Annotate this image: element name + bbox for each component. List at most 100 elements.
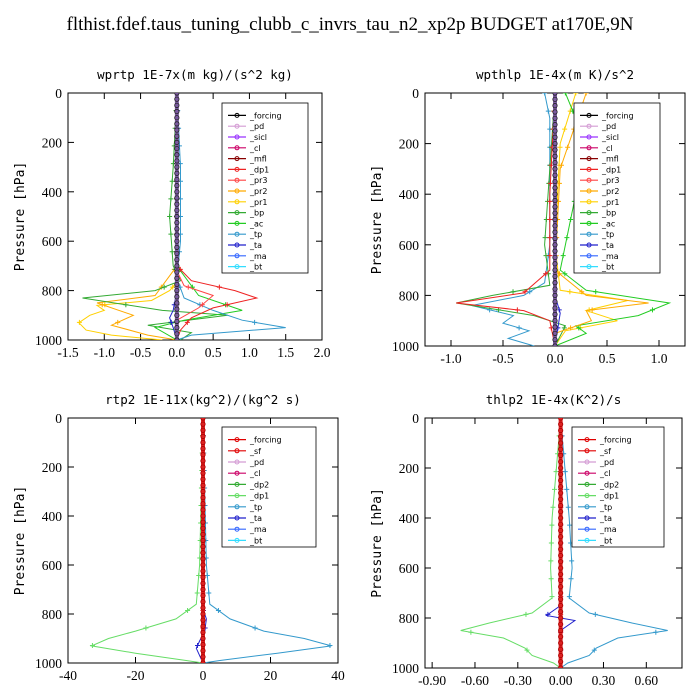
- zero-line-marker: [200, 427, 206, 433]
- zero-line-marker: [200, 654, 206, 660]
- legend-label: _pd: [249, 122, 264, 131]
- figure-title: flthist.fdef.taus_tuning_clubb_c_invrs_t…: [66, 14, 634, 35]
- zero-line-marker: [558, 440, 564, 446]
- zero-line-marker: [558, 627, 564, 634]
- legend-marker: [584, 448, 590, 454]
- y-axis-label: Pressure [hPa]: [13, 486, 28, 596]
- zero-line-marker: [558, 534, 564, 540]
- legend-label: _forcing: [249, 111, 282, 120]
- zero-line-marker: [200, 495, 206, 501]
- zero-line-marker: [558, 434, 564, 440]
- legend-label: _sicl: [249, 133, 267, 142]
- zero-line-marker: [174, 152, 180, 158]
- series-marker: [552, 486, 558, 492]
- legend-marker: [234, 123, 240, 129]
- zero-line-marker: [558, 615, 564, 621]
- series-marker: [184, 319, 190, 325]
- zero-line-marker: [200, 452, 206, 458]
- legend-label: _pd: [249, 458, 264, 467]
- legend-marker: [586, 242, 592, 248]
- series-marker: [545, 108, 551, 114]
- zero-line-marker: [558, 427, 564, 434]
- zero-line-marker: [174, 108, 180, 115]
- plot-frame: [424, 417, 683, 669]
- legend-marker: [584, 537, 590, 543]
- zero-line-marker: [552, 153, 558, 159]
- x-tick-label: 0.0: [547, 351, 564, 366]
- series-marker: [468, 629, 474, 635]
- legend-marker: [234, 231, 240, 237]
- x-tick-label: 2.0: [314, 345, 331, 360]
- legend-label: _pr2: [249, 187, 267, 196]
- series-marker: [573, 93, 579, 96]
- chart-panel-4: thlp2 1E-4x(K^2)/s Pressure [hPa] 0 200 400 6…: [370, 392, 683, 688]
- legend-marker: [586, 231, 592, 237]
- series-marker: [168, 196, 174, 202]
- zero-line-marker: [558, 484, 564, 490]
- series-marker: [194, 590, 200, 596]
- legend-label: _bt: [601, 263, 614, 272]
- series-marker: [161, 284, 167, 290]
- legend-marker: [586, 156, 592, 162]
- zero-line-marker: [200, 421, 206, 427]
- zero-line-marker: [200, 642, 206, 648]
- zero-line-marker: [552, 103, 558, 109]
- zero-line-marker: [552, 178, 558, 185]
- series-marker: [196, 573, 202, 578]
- legend-marker: [234, 145, 240, 151]
- zero-line-marker: [174, 281, 180, 288]
- legend-marker: [234, 526, 240, 532]
- zero-line-marker: [200, 488, 206, 495]
- legend-label: _dp1: [249, 165, 269, 174]
- legend-marker: [586, 253, 592, 259]
- series-marker: [576, 325, 582, 331]
- zero-line-marker: [552, 147, 558, 153]
- series-marker: [547, 235, 553, 241]
- series-marker: [542, 93, 548, 96]
- legend-label: _pr1: [249, 198, 267, 207]
- zero-line-marker: [558, 596, 564, 602]
- series-marker: [649, 307, 655, 313]
- legend-label: _ac: [601, 219, 615, 228]
- y-axis-label: Pressure [hPa]: [370, 165, 385, 275]
- legend-marker: [586, 145, 592, 151]
- zero-line-marker: [200, 556, 206, 562]
- zero-line-marker: [174, 195, 180, 201]
- zero-line-marker: [200, 418, 206, 421]
- legend-label: _tp: [599, 503, 612, 512]
- y-tick-label: 600: [42, 558, 63, 573]
- y-tick-label: 600: [399, 238, 420, 253]
- zero-line-marker: [552, 254, 558, 261]
- plot-frame: [67, 92, 323, 341]
- y-tick-label: 1000: [392, 339, 419, 354]
- series-line-dp1: [456, 93, 556, 346]
- series-marker: [185, 284, 191, 290]
- series-marker: [548, 576, 554, 582]
- y-axis-label: Pressure [hPa]: [13, 162, 28, 272]
- zero-line-marker: [200, 519, 206, 525]
- legend-marker: [586, 166, 592, 172]
- legend-marker: [584, 493, 590, 499]
- zero-line-marker: [558, 471, 564, 477]
- zero-line-marker: [200, 660, 206, 663]
- zero-line-marker: [200, 568, 206, 574]
- series-marker: [252, 319, 258, 325]
- x-tick-label: -0.60: [461, 673, 489, 688]
- y-tick-label: 200: [42, 460, 63, 475]
- series-marker: [224, 302, 230, 308]
- x-tick-label: 1.0: [241, 345, 258, 360]
- zero-line-marker: [552, 248, 558, 254]
- zero-line-marker: [558, 565, 564, 571]
- zero-line-marker: [174, 300, 180, 306]
- zero-line-marker: [174, 325, 180, 331]
- zero-line-marker: [558, 646, 564, 652]
- zero-line-marker: [552, 280, 558, 286]
- series-line-dp1: [89, 418, 204, 663]
- x-tick-label: 20: [264, 668, 278, 683]
- zero-line-marker: [558, 652, 564, 659]
- zero-line-marker: [200, 537, 206, 544]
- zero-line-marker: [558, 515, 564, 521]
- zero-line-marker: [200, 605, 206, 611]
- legend-marker: [234, 481, 240, 487]
- zero-line-marker: [558, 659, 564, 665]
